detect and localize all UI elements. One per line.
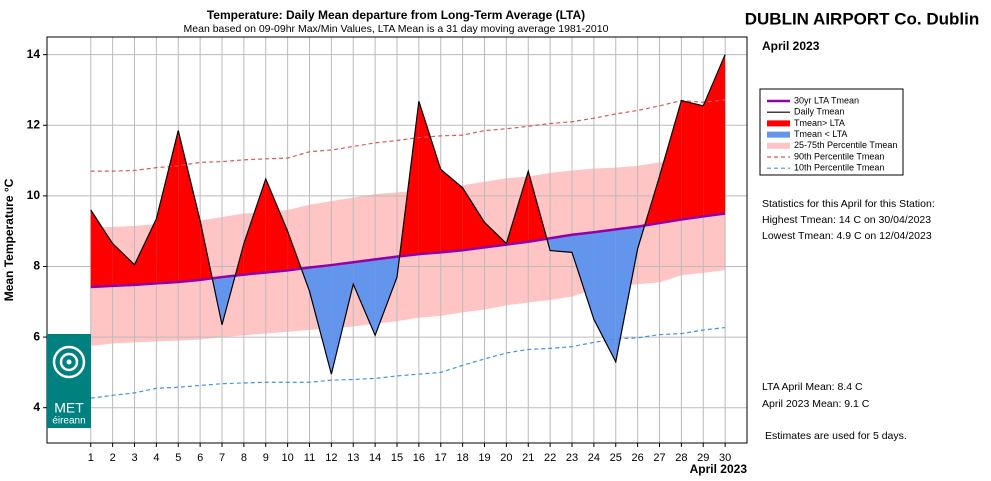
x-tick-label: 12 (325, 452, 337, 464)
x-tick-label: 8 (241, 452, 247, 464)
y-tick-label: 12 (27, 117, 41, 131)
x-tick-label: 5 (175, 452, 181, 464)
note: Estimates are used for 5 days. (765, 430, 907, 442)
departure-fill (572, 232, 594, 320)
x-tick-label: 15 (391, 452, 403, 464)
departure-fill (375, 256, 397, 336)
legend-label: 10th Percentile Tmean (794, 163, 884, 173)
departure-fill (681, 100, 704, 220)
x-tick-label: 7 (219, 452, 225, 464)
series-line (90, 54, 726, 375)
departure-fill (90, 209, 113, 287)
x-tick-label: 11 (304, 452, 315, 464)
station-name: DUBLIN AIRPORT Co. Dublin (745, 9, 980, 28)
departure-fill (703, 54, 726, 217)
departure-fill (440, 169, 463, 253)
x-tick-label: 22 (544, 452, 556, 464)
y-tick-label: 4 (33, 400, 40, 414)
departure-fill (462, 187, 485, 251)
x-tick-label: 19 (478, 452, 490, 464)
departure-fill (134, 218, 157, 285)
month-mean: April 2023 Mean: 9.1 C (762, 398, 870, 410)
x-tick-label: 17 (435, 452, 447, 464)
x-tick-label: 4 (153, 452, 159, 464)
legend-label: 25-75th Percentile Tmean (794, 140, 897, 150)
series-line (90, 326, 726, 399)
station-month: April 2023 (762, 39, 820, 53)
x-tick-label: 25 (610, 452, 622, 464)
logo-background (47, 334, 91, 428)
x-tick-label: 28 (675, 452, 687, 464)
logo-swirl (66, 359, 72, 365)
legend-label: Tmean < LTA (794, 129, 847, 139)
y-tick-label: 8 (33, 259, 40, 273)
x-tick-label: 13 (347, 452, 359, 464)
x-tick-label: 21 (522, 452, 534, 464)
legend-label: Daily Tmean (794, 107, 844, 117)
departure-fill (550, 234, 572, 253)
x-tick-label: 16 (413, 452, 425, 464)
logo-text: MET (54, 400, 84, 416)
departure-fill (353, 259, 376, 336)
departure-fill (243, 178, 266, 275)
x-tick-label: 30 (719, 452, 731, 464)
logo-swirl (59, 352, 79, 372)
legend-label: Tmean> LTA (794, 118, 845, 128)
x-tick-label: 20 (500, 452, 512, 464)
x-tick-label: 18 (457, 452, 469, 464)
x-tick-label: 23 (566, 452, 578, 464)
stats-highest: Highest Tmean: 14 C on 30/04/2023 (762, 214, 931, 226)
departure-fill (331, 262, 354, 375)
departure-fill (265, 178, 288, 273)
legend-label: 30yr LTA Tmean (794, 95, 859, 105)
x-tick-label: 6 (197, 452, 203, 464)
departure-fill (418, 101, 441, 255)
y-tick-label: 14 (27, 47, 41, 61)
logo-swirl (52, 345, 86, 379)
logo-text: éireann (52, 416, 85, 427)
departure-fill (615, 226, 638, 362)
x-axis-label: April 2023 (690, 462, 748, 476)
departure-fill (156, 130, 179, 284)
series-line (90, 99, 726, 172)
x-tick-label: 3 (131, 452, 137, 464)
x-tick-label: 29 (697, 452, 709, 464)
x-tick-label: 10 (282, 452, 294, 464)
y-tick-label: 10 (27, 188, 41, 202)
departure-fill (484, 222, 507, 248)
x-tick-label: 24 (588, 452, 600, 464)
chart-subtitle: Mean based on 09-09hr Max/Min Values, LT… (184, 23, 609, 35)
x-tick-label: 1 (88, 452, 94, 464)
departure-fill (309, 265, 332, 375)
lta-mean: LTA April Mean: 8.4 C (762, 381, 863, 393)
y-axis-label: Mean Temperature °C (2, 178, 16, 301)
x-tick-label: 26 (632, 452, 644, 464)
departure-fill (593, 229, 616, 362)
x-tick-label: 27 (653, 452, 665, 464)
departure-fill (659, 100, 682, 224)
legend-label: 90th Percentile Tmean (794, 151, 884, 161)
x-tick-label: 2 (110, 452, 116, 464)
chart-title: Temperature: Daily Mean departure from L… (207, 8, 585, 22)
x-tick-label: 14 (369, 452, 381, 464)
stats-lowest: Lowest Tmean: 4.9 C on 12/04/2023 (762, 230, 932, 242)
series-line (90, 212, 726, 289)
departure-fill (178, 130, 201, 283)
logo: MET éireann (47, 334, 91, 428)
x-tick-label: 9 (263, 452, 269, 464)
stats-heading: Statistics for this April for this Stati… (762, 198, 935, 210)
y-tick-label: 6 (33, 329, 40, 343)
departure-fill (112, 243, 135, 286)
